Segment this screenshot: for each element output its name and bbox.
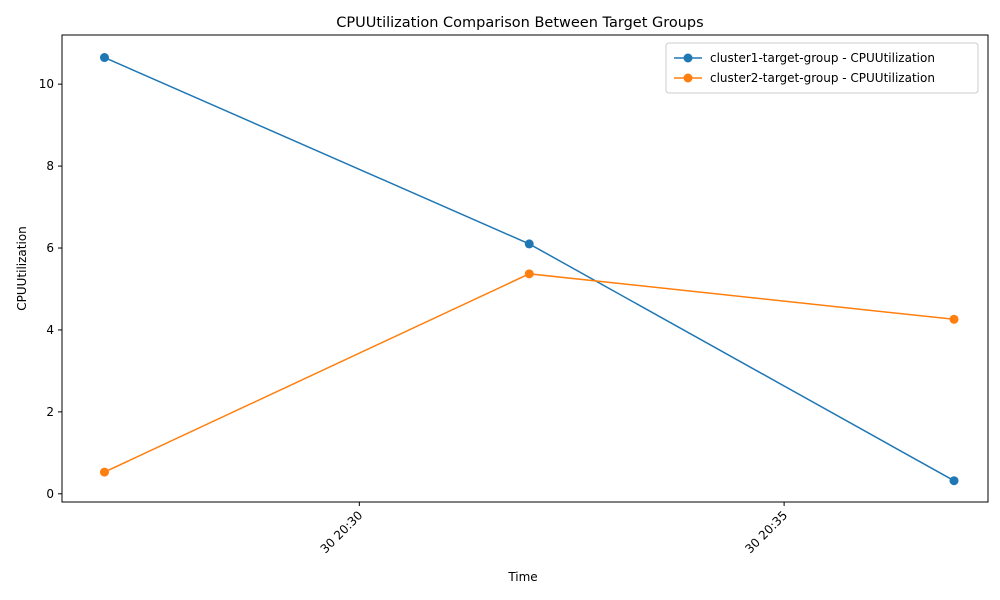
data-point-series-2 xyxy=(99,467,109,477)
legend-marker-2 xyxy=(683,73,693,83)
chart-title: CPUUtilization Comparison Between Target… xyxy=(336,15,703,31)
y-tick-label: 4 xyxy=(46,323,54,337)
legend-label-2: cluster2-target-group - CPUUtilization xyxy=(710,71,935,85)
legend-marker-1 xyxy=(683,53,693,63)
legend-label-1: cluster1-target-group - CPUUtilization xyxy=(710,51,935,65)
y-tick-label: 0 xyxy=(46,487,54,501)
data-point-series-1 xyxy=(949,476,959,486)
y-tick-label: 8 xyxy=(46,159,54,173)
y-axis-label: CPUUtilization xyxy=(15,226,29,311)
y-tick-label: 2 xyxy=(46,405,54,419)
y-tick-label: 10 xyxy=(39,77,54,91)
y-tick-label: 6 xyxy=(46,241,54,255)
legend: cluster1-target-group - CPUUtilization cl… xyxy=(665,42,979,94)
data-point-series-1 xyxy=(524,239,534,249)
data-point-series-1 xyxy=(99,53,109,63)
legend-box xyxy=(665,42,979,94)
data-point-series-2 xyxy=(949,314,959,324)
plot-frame xyxy=(61,34,989,503)
x-axis-label: Time xyxy=(507,570,537,584)
data-point-series-2 xyxy=(524,269,534,279)
